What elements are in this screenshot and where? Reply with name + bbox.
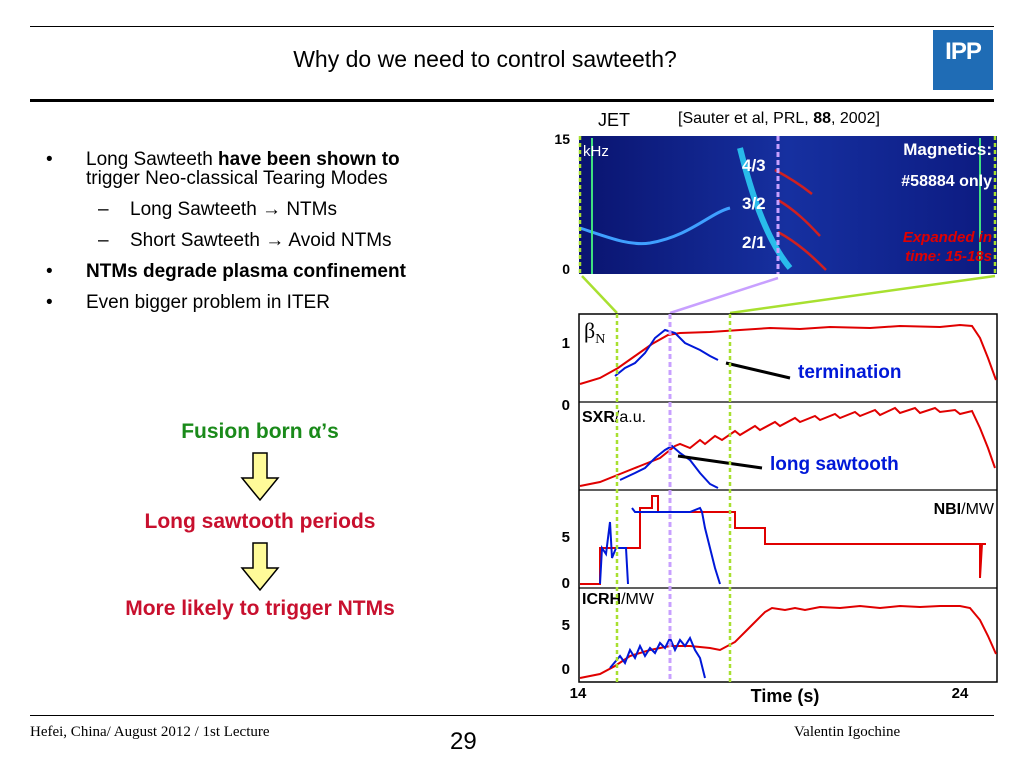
panel1-tick-0: 0	[562, 397, 570, 414]
down-arrow-icon	[240, 542, 280, 592]
bullet-item: • NTMs degrade plasma confinement	[40, 262, 540, 281]
nbi-blue-trace	[599, 506, 721, 585]
nbi-unit: /MW	[961, 501, 995, 518]
spectrogram: 15 0 kHz 4/3 3/2 2/1 Magnetics: #58884 o…	[554, 131, 997, 277]
bullet-mark: •	[46, 149, 53, 170]
panel4-tick-0: 0	[562, 661, 570, 678]
x-axis-label: Time (s)	[751, 686, 820, 706]
bullet-bold-text: NTMs degrade plasma confinement	[86, 261, 406, 282]
expanded-label-2: time: 15-18s	[905, 248, 992, 265]
beta-blue-trace	[614, 328, 719, 377]
sxr-red-trace	[579, 406, 996, 487]
ref-post: , 2002]	[830, 110, 880, 127]
bullet-bold-text: have been shown to	[218, 149, 400, 170]
mode-43-label: 4/3	[742, 156, 766, 175]
sub-bullet-text: Short Sawteeth → Avoid NTMs	[130, 230, 392, 251]
icrh-bold: ICRH	[582, 591, 621, 608]
figure-svg: 15 0 kHz 4/3 3/2 2/1 Magnetics: #58884 o…	[554, 131, 998, 706]
beta-subscript: N	[595, 332, 605, 347]
long-sawtooth-label: long sawtooth	[770, 454, 899, 475]
flow-arrow-2	[240, 542, 280, 592]
time-series-panels: βN 1 0 termination SXR/a.u. long sawtoot…	[562, 313, 998, 706]
sub-bullet-item: – Short Sawteeth → Avoid NTMs	[40, 231, 540, 250]
panel3-tick-0: 0	[562, 575, 570, 592]
zoom-connector-right	[729, 274, 996, 315]
spectrogram-bottom-tick: 0	[562, 261, 570, 277]
bullet-mark: •	[46, 292, 53, 313]
dash-mark: –	[98, 199, 109, 220]
zoom-connector-mid	[669, 276, 779, 315]
page-number: 29	[450, 728, 477, 755]
nbi-bold: NBI	[934, 501, 962, 518]
panel1-tick-1: 1	[562, 335, 570, 352]
icrh-blue-trace	[609, 635, 706, 679]
nbi-label: NBI/MW	[934, 501, 995, 518]
mode-32-label: 3/2	[742, 194, 766, 213]
spectrogram-unit: kHz	[583, 143, 609, 160]
beta-red-trace	[579, 323, 997, 385]
reference-citation: [Sauter et al, PRL, 88, 2002]	[678, 110, 880, 128]
bullet-text: Even bigger problem in ITER	[86, 292, 330, 313]
footer-right: Valentin Igochine	[794, 724, 901, 740]
jet-label: JET	[598, 110, 631, 130]
sub-bullet-text: Long Sawteeth → NTMs	[130, 199, 337, 220]
spectrogram-top-tick: 15	[554, 131, 570, 147]
bullet-list: • Long Sawteeth have been shown to trigg…	[40, 150, 540, 324]
spectrogram-mode-21-line	[777, 230, 827, 271]
footer-rule	[30, 715, 994, 716]
ipp-logo: IPP	[933, 30, 993, 90]
sxr-unit: /a.u.	[615, 409, 646, 426]
panel3-tick-5: 5	[562, 529, 570, 546]
x-tick-end: 24	[952, 685, 969, 702]
sxr-label: SXR/a.u.	[582, 409, 646, 426]
nbi-red-trace	[580, 495, 986, 585]
logo-text: IPP	[945, 38, 982, 65]
beta-label: βN	[584, 318, 605, 347]
bullet-text-cont: trigger Neo-classical Tearing Modes	[86, 168, 388, 189]
beta-symbol: β	[584, 318, 595, 343]
bullet-item: • Long Sawteeth have been shown to trigg…	[40, 150, 540, 188]
flow-arrow-1	[240, 452, 280, 502]
panel4-tick-5: 5	[562, 617, 570, 634]
expanded-label-1: Expanded in	[903, 229, 992, 246]
icrh-label: ICRH/MW	[582, 591, 655, 608]
panels-frame	[578, 313, 998, 683]
sxr-blue-trace	[619, 444, 719, 489]
slide-title: Why do we need to control sawteeth?	[293, 46, 677, 72]
magnetics-label: Magnetics:	[903, 140, 992, 159]
zoom-connector-left	[581, 275, 618, 314]
spectrogram-background	[579, 136, 997, 274]
icrh-red-trace	[579, 604, 997, 679]
title-rule	[30, 99, 994, 102]
spectrogram-blue-mode	[579, 206, 731, 246]
x-tick-start: 14	[570, 685, 587, 702]
termination-label: termination	[798, 362, 901, 383]
long-sawtooth-pointer	[677, 454, 763, 470]
top-rule	[30, 26, 994, 27]
flow-step-long-sawtooth: Long sawtooth periods	[144, 510, 376, 533]
icrh-unit: /MW	[621, 591, 655, 608]
shot-label: #58884 only	[901, 173, 992, 190]
sxr-bold: SXR	[582, 409, 615, 426]
bullet-text: Long Sawteeth	[86, 149, 219, 170]
ref-pre: [Sauter et al, PRL,	[678, 110, 814, 127]
mode-21-label: 2/1	[742, 233, 766, 252]
flow-step-ntms: More likely to trigger NTMs	[125, 597, 395, 620]
flow-step-fusion: Fusion born α’s	[181, 420, 339, 443]
down-arrow-icon	[240, 452, 280, 502]
bullet-item: • Even bigger problem in ITER	[40, 293, 540, 312]
termination-pointer	[725, 361, 791, 380]
dash-mark: –	[98, 230, 109, 251]
bullet-mark: •	[46, 261, 53, 282]
sub-bullet-item: – Long Sawteeth → NTMs	[40, 200, 540, 219]
spectrogram-cyan-band	[737, 147, 793, 270]
ref-volume: 88	[813, 110, 831, 127]
spectrogram-mode-32-line	[777, 198, 821, 237]
footer-left: Hefei, China/ August 2012 / 1st Lecture	[30, 724, 270, 740]
